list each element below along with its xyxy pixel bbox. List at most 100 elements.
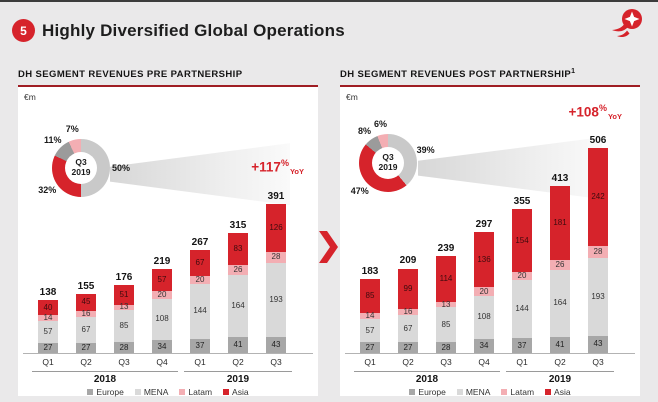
bar-segment-asia: 136 xyxy=(474,232,494,288)
bar-stack: 83 26 164 41 xyxy=(228,232,248,354)
bar-total-label: 239 xyxy=(437,242,455,254)
bar-total-label: 413 xyxy=(551,173,569,185)
legend-item: MENA xyxy=(134,387,169,398)
section-title: DH SEGMENT REVENUES POST PARTNERSHIP1 xyxy=(340,68,640,88)
bar-total-label: 138 xyxy=(39,287,57,299)
bar-total-label: 267 xyxy=(191,237,209,249)
bar-total-label: 506 xyxy=(589,135,607,147)
x-axis-label: Q3 xyxy=(118,357,130,368)
x-axis-label: Q3 xyxy=(270,357,282,368)
legend-swatch-asia xyxy=(223,389,230,396)
bar-segment-europe: 43 xyxy=(266,336,286,354)
donut-center-line2: 2019 xyxy=(378,162,398,173)
donut-slice-label: 39% xyxy=(416,144,435,155)
bar-stack: 40 14 57 27 xyxy=(38,300,58,354)
bar-stack: 154 20 144 37 xyxy=(512,209,532,354)
bar-stack: 51 13 85 28 xyxy=(114,285,134,354)
bar-segment-latam: 26 xyxy=(550,259,570,271)
legend-label: Europe xyxy=(96,387,124,398)
bar-segment-latam: 20 xyxy=(190,276,210,284)
year-group-line xyxy=(184,371,292,373)
donut-slice-label: 11% xyxy=(43,134,62,145)
bar-stack: 45 16 67 27 xyxy=(76,293,96,354)
bar-stack: 242 28 193 43 xyxy=(588,148,608,354)
bar-total-label: 183 xyxy=(361,266,379,278)
year-group-line xyxy=(506,371,614,373)
chevron-right-icon xyxy=(319,231,338,263)
donut-center-line1: Q3 xyxy=(75,157,87,168)
bar-segment-asia: 99 xyxy=(398,268,418,309)
bar-segment-europe: 34 xyxy=(152,340,172,354)
year-group-label: 2019 xyxy=(548,374,572,386)
bar-stack: 57 20 108 34 xyxy=(152,269,172,354)
legend-swatch-latam xyxy=(501,389,508,396)
chart-card: €m Q3 2019 +108%YoY 85 14 57 27 183 Q1 99 16 67 2… xyxy=(340,87,640,397)
bar-segment-europe: 37 xyxy=(512,338,532,354)
donut-center-label: Q3 2019 xyxy=(372,147,404,180)
bar-segment-latam: 20 xyxy=(152,291,172,299)
bar-segment-latam: 16 xyxy=(76,309,96,318)
bar-total-label: 297 xyxy=(475,219,493,231)
x-axis-label: Q2 xyxy=(232,357,244,368)
bar-stack: 67 20 144 37 xyxy=(190,250,210,354)
bar-segment-asia: 51 xyxy=(114,285,134,305)
bar-segment-latam: 26 xyxy=(228,264,248,275)
donut-slice-label: 8% xyxy=(357,125,371,136)
delivery-hero-logo-icon xyxy=(612,9,642,38)
axis-unit-label: €m xyxy=(346,92,358,103)
bar-stack: 136 20 108 34 xyxy=(474,232,494,354)
donut-center-line1: Q3 xyxy=(382,152,394,163)
legend-label: Asia xyxy=(554,387,571,398)
donut-chart: Q3 2019 xyxy=(359,134,417,193)
bar-segment-latam: 13 xyxy=(436,300,456,309)
x-axis-label: Q2 xyxy=(554,357,566,368)
bar-segment-asia: 57 xyxy=(152,269,172,292)
legend-item: Asia xyxy=(223,387,249,397)
year-group-label: 2018 xyxy=(93,374,117,386)
bar-segment-mena: 85 xyxy=(114,309,134,343)
bar-segment-asia: 83 xyxy=(228,232,248,265)
spotlight-beam xyxy=(418,137,602,200)
donut-slice-label: 32% xyxy=(38,184,57,195)
legend-swatch-latam xyxy=(179,389,186,396)
chart-legend: Europe MENA Latam Asia xyxy=(18,387,318,397)
bar-total-label: 209 xyxy=(399,255,417,267)
chart-legend: Europe MENA Latam Asia xyxy=(340,387,640,397)
legend-swatch-mena xyxy=(456,389,463,396)
x-axis-line xyxy=(345,353,635,355)
x-axis-label: Q1 xyxy=(42,357,54,368)
bar-segment-latam: 13 xyxy=(114,303,134,311)
legend-item: Europe xyxy=(409,387,446,397)
bar-segment-europe: 37 xyxy=(190,338,210,354)
yoy-growth-callout: +108%YoY xyxy=(569,103,622,121)
section-title-text: DH SEGMENT REVENUES PRE PARTNERSHIP xyxy=(18,69,243,81)
bar-segment-mena: 57 xyxy=(360,319,380,343)
bar-segment-mena: 144 xyxy=(512,279,532,339)
chart-panel-pre-partnership: DH SEGMENT REVENUES PRE PARTNERSHIP €m Q… xyxy=(18,68,318,397)
bar-segment-latam: 28 xyxy=(588,246,608,258)
bar-segment-latam: 14 xyxy=(38,313,58,322)
bar-segment-europe: 27 xyxy=(398,342,418,354)
year-group-line xyxy=(354,371,500,373)
bar-stack: 114 13 85 28 xyxy=(436,255,456,354)
donut-slice-label: 6% xyxy=(373,118,388,129)
legend-swatch-europe xyxy=(409,389,416,396)
bar-segment-mena: 108 xyxy=(152,298,172,341)
bar-segment-latam: 16 xyxy=(398,308,418,316)
legend-swatch-asia xyxy=(545,389,552,396)
yoy-growth-callout: +117%YoY xyxy=(251,158,304,176)
bar-total-label: 219 xyxy=(153,256,171,268)
x-axis-label: Q2 xyxy=(80,357,92,368)
x-axis-label: Q2 xyxy=(402,357,414,368)
bar-segment-europe: 34 xyxy=(474,339,494,354)
bar-segment-latam: 28 xyxy=(266,251,286,263)
bar-stack: 85 14 57 27 xyxy=(360,279,380,354)
donut-center-label: Q3 2019 xyxy=(65,152,97,185)
bar-segment-asia: 126 xyxy=(266,203,286,252)
legend-label: MENA xyxy=(143,387,169,398)
legend-item: Europe xyxy=(87,387,124,398)
donut-chart: Q3 2019 xyxy=(52,139,110,198)
yoy-suffix: YoY xyxy=(289,166,304,176)
top-edge-rule xyxy=(0,0,658,2)
